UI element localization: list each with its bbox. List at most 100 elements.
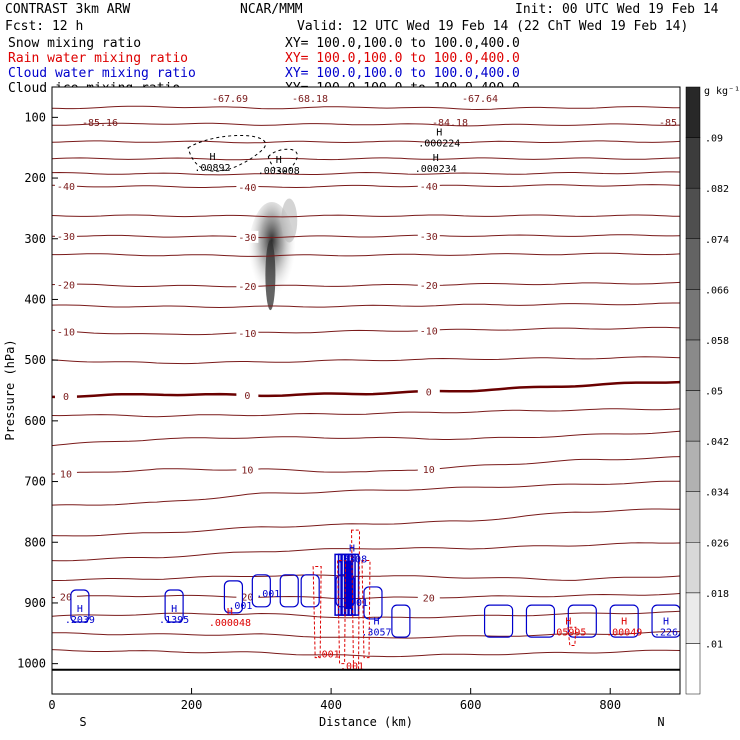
cloud-water-contour [651,604,680,638]
field-cloudwater-xy: XY= 100.0,100.0 to 100.0,400.0 [285,66,520,81]
axis-layer: 0 200 400 600 800100200300400500600700800900… [17,110,621,712]
contour-value-label: .001 [340,662,364,673]
isotherm-label-bg [54,325,77,338]
contour-value-label: .001 [316,650,340,661]
y-tick-label: 100 [24,110,46,124]
isotherm-label: 10 [423,465,435,476]
isotherm-label-bg [417,179,440,192]
isotherm-label-bg [236,280,259,293]
isotherm-label: 20 [241,593,253,604]
x-end-label-north: N [657,715,664,729]
plot-layer: -40 -40 -40 -30 -30 -30 -20 -20 -20 -10 -10 -10 0 0 0 1… [52,94,680,673]
isotherm-label: -20 [420,281,438,292]
cloud-water-contour [391,604,411,638]
cloud-water-contour [279,574,299,608]
colorbar-swatch [685,187,701,240]
colorbar-swatch [685,390,701,442]
isotherm-line [52,184,680,189]
ice-shading-top [281,198,298,243]
cloud-water-contour [483,604,514,638]
x-tick-label: 200 [181,698,203,712]
cloud-water-max [345,560,352,610]
isotherm-label-bg [54,467,77,480]
colorbar-tick-label: .018 [705,589,729,600]
high-marker: H [171,604,177,615]
high-marker: H [436,128,442,139]
rain-contour [351,529,361,671]
high-value-label: .000234 [415,164,457,175]
high-value-label: .00892 [194,163,230,174]
isotherm-label-bg [236,230,259,243]
y-tick-label: 900 [24,596,46,610]
isotherm-label: 0 [244,391,250,402]
colorbar-tick-label: .034 [705,488,729,499]
x-end-label-south: S [79,715,86,729]
isotherm-line [52,252,680,257]
x-tick-label: 800 [599,698,621,712]
cloud-water-contour [525,604,556,638]
forecast-hour: Fcst: 12 h [5,19,83,34]
cloud-water-contour [567,604,597,638]
temperature-extreme-label: -67.64 [462,94,498,105]
temperature-extreme-label: -84.18 [432,118,468,129]
high-value-label: .00049 [606,627,642,638]
isotherm-label-bg [54,278,77,291]
colorbar-tick-label: .074 [705,235,729,246]
isotherm-label-bg [236,463,259,476]
valid-time: Valid: 12 UTC Wed 19 Feb 14 (22 ChT Wed … [297,19,688,34]
plot-frame [51,86,681,695]
isotherm-label-bg [236,389,259,402]
colorbar-tick-label: .026 [705,538,729,549]
center-label: NCAR/MMM [240,2,303,17]
isotherm-label: 10 [241,465,253,476]
high-value-label: .3057 [361,627,391,638]
isotherm-line [52,542,680,562]
x-tick-label: 600 [460,698,482,712]
isotherm-label-bg [417,462,440,475]
temperature-extreme-label: -85 [659,118,677,129]
colorbar-tick-label: .09 [705,134,723,145]
y-tick-label: 1000 [17,657,46,671]
high-value-label: .226 [654,627,678,638]
y-tick-label: 400 [24,292,46,306]
isotherm-label-bg [417,591,440,604]
rain-contour [312,566,322,659]
isotherm-label: 20 [423,593,435,604]
colorbar-tick-label: .042 [705,437,729,448]
field-snow-xy: XY= 100.0,100.0 to 100.0,400.0 [285,36,520,51]
rain-contour [361,559,371,659]
isotherm-line [52,456,680,475]
isotherm-label: -10 [57,327,75,338]
isotherm-label: -40 [420,182,438,193]
cloud-water-contour [164,589,184,623]
isotherm-line [52,408,680,418]
isotherm-label: 0 [426,388,432,399]
colorbar-tick-label: .05 [705,387,723,398]
field-cloudwater-name: Cloud water mixing ratio [8,66,196,81]
isotherm-label: 20 [60,593,72,604]
x-axis-title: Distance (km) [319,715,413,729]
isotherm-line [52,234,680,239]
isotherm-label-bg [54,180,77,193]
colorbar-swatch [685,643,701,695]
isotherm-line [52,281,680,288]
isotherm-label-bg [417,385,440,398]
high-marker: H [77,604,83,615]
high-value-label: .05995 [550,627,586,638]
isotherm-label: -30 [238,233,256,244]
isotherm-line [52,214,680,218]
high-value-label: .000048 [209,618,251,629]
colorbar-swatch [685,592,701,644]
isotherm-label: -10 [420,326,438,337]
plot-area [52,87,680,694]
ice-shading-core [265,240,276,311]
isotherm-label-bg [236,181,259,194]
y-tick-label: 800 [24,535,46,549]
colorbar-swatch [685,339,701,391]
x-tick-label: 0 [48,698,55,712]
colorbar-tick-label: .01 [705,639,723,650]
ice-contour [267,148,298,173]
isotherm-label: -10 [238,329,256,340]
isotherm-label-bg [417,229,440,242]
